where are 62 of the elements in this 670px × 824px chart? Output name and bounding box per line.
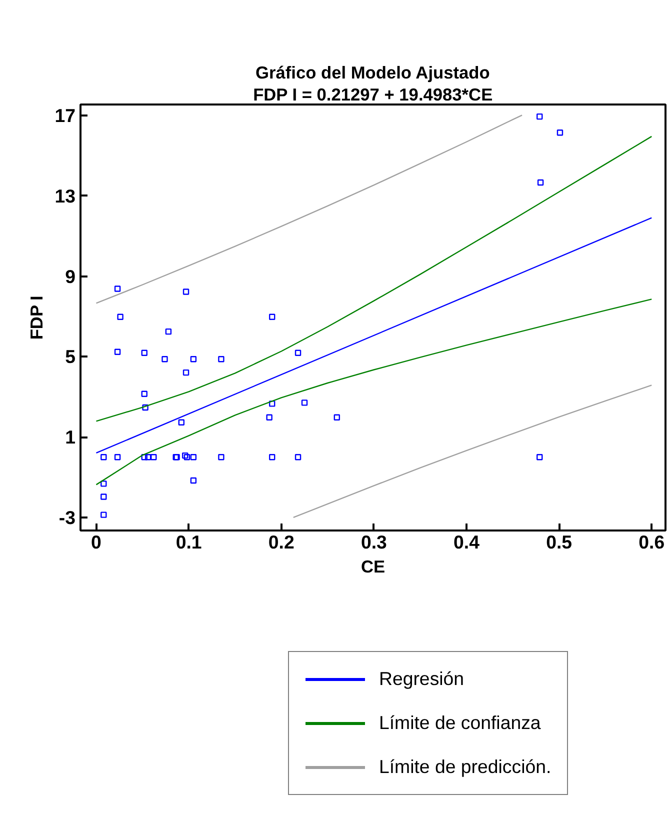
point xyxy=(142,404,148,411)
point xyxy=(218,454,224,460)
point xyxy=(178,419,184,426)
point xyxy=(182,452,188,459)
point xyxy=(141,454,148,460)
point xyxy=(162,356,168,362)
line-series xyxy=(96,298,652,486)
point xyxy=(100,480,107,487)
y-tick-label: 9 xyxy=(65,266,76,287)
line-series xyxy=(96,114,523,304)
x-tick-label: 0.1 xyxy=(176,532,202,552)
chart-title: Gráfico del Modelo Ajustado xyxy=(256,62,490,82)
point xyxy=(165,328,172,335)
x-tick-label: 0.3 xyxy=(360,532,387,552)
point xyxy=(144,454,152,460)
point xyxy=(269,400,276,407)
point xyxy=(556,130,564,136)
line-series xyxy=(96,136,652,422)
x-tick-label: 0 xyxy=(91,532,102,552)
y-tick-label: -3 xyxy=(58,506,76,528)
point xyxy=(294,350,302,356)
point xyxy=(301,400,308,406)
point xyxy=(536,454,543,460)
y-tick-label: 5 xyxy=(65,346,76,368)
point xyxy=(266,414,272,420)
y-tick-label: 13 xyxy=(54,185,76,206)
point xyxy=(294,454,302,460)
y-axis-title: FDP I xyxy=(26,296,47,340)
legend-label: Límite de confianza xyxy=(379,712,541,734)
point xyxy=(114,286,121,292)
point xyxy=(334,414,340,420)
y-tick-label: 1 xyxy=(65,426,76,448)
point xyxy=(184,454,190,460)
point xyxy=(100,454,107,460)
legend-label: Regresión xyxy=(379,668,464,690)
point xyxy=(150,454,157,460)
y-tick-label: 17 xyxy=(54,105,76,126)
point xyxy=(182,288,190,295)
point xyxy=(269,454,276,460)
legend-label: Límite de predicción. xyxy=(379,756,552,778)
chart-subtitle: FDP I = 0.21297 + 19.4983*CE xyxy=(253,84,493,104)
line-series xyxy=(292,384,652,518)
point xyxy=(190,356,197,362)
point xyxy=(536,113,543,120)
point xyxy=(141,350,148,356)
point xyxy=(269,314,276,320)
point xyxy=(190,477,197,484)
point xyxy=(218,356,224,362)
x-tick-label: 0.6 xyxy=(638,532,665,552)
point xyxy=(117,314,124,320)
point xyxy=(114,348,121,355)
x-tick-label: 0.2 xyxy=(268,532,294,552)
point xyxy=(100,494,107,500)
point xyxy=(141,390,148,397)
point xyxy=(190,454,197,460)
point xyxy=(114,454,121,460)
x-axis-title: CE xyxy=(360,556,386,576)
point xyxy=(182,369,190,376)
x-tick-label: 0.5 xyxy=(546,532,572,552)
point xyxy=(537,179,544,186)
point xyxy=(100,512,107,518)
x-tick-label: 0.4 xyxy=(454,532,480,552)
